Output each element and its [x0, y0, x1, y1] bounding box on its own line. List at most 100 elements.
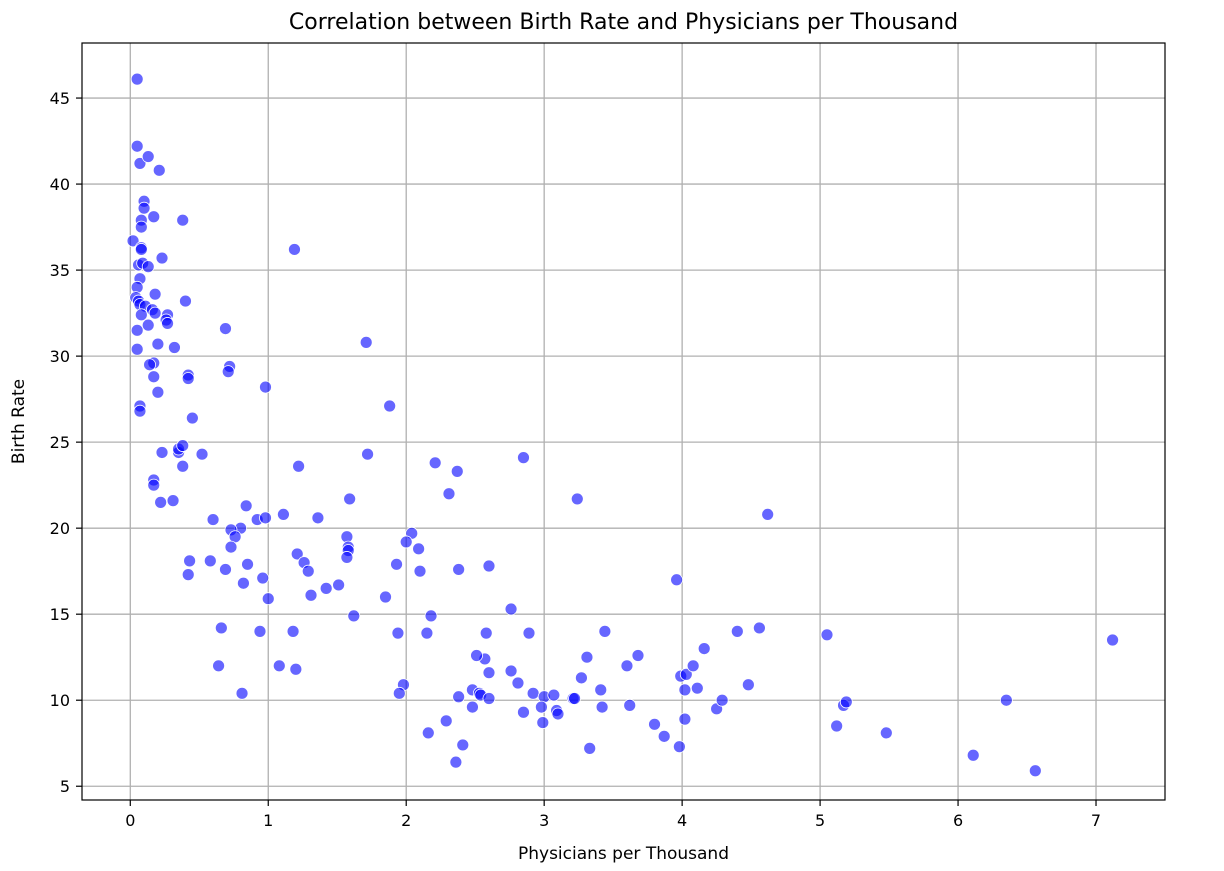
- data-point: [598, 624, 612, 638]
- data-point: [752, 621, 766, 635]
- data-point: [130, 139, 144, 153]
- y-axis-title: Birth Rate: [9, 379, 29, 464]
- data-point: [304, 588, 318, 602]
- data-point: [253, 624, 267, 638]
- x-tick-label: 6: [953, 811, 963, 830]
- data-point: [452, 690, 466, 704]
- data-point: [679, 668, 693, 681]
- data-point: [482, 692, 496, 705]
- x-tick-label: 3: [539, 811, 549, 830]
- data-point: [141, 318, 155, 332]
- data-point: [237, 576, 250, 590]
- data-point: [583, 741, 597, 755]
- data-point: [286, 624, 300, 638]
- data-point: [224, 540, 238, 554]
- y-tick-label: 20: [50, 519, 70, 538]
- data-point: [256, 571, 270, 585]
- data-point: [439, 714, 453, 728]
- data-point: [147, 370, 161, 384]
- data-point: [272, 659, 286, 673]
- x-tick-label: 7: [1091, 811, 1101, 830]
- data-point: [730, 624, 744, 638]
- data-point: [221, 365, 235, 379]
- data-point: [424, 609, 438, 623]
- x-tick-label: 2: [401, 811, 411, 830]
- data-point: [214, 621, 228, 635]
- data-point: [741, 678, 755, 692]
- data-point: [166, 494, 180, 508]
- data-point: [179, 294, 192, 308]
- data-point: [575, 671, 588, 685]
- data-point: [152, 163, 166, 177]
- data-point: [239, 499, 253, 513]
- data-point: [292, 459, 306, 473]
- y-tick-label: 40: [50, 175, 70, 194]
- data-point: [482, 559, 496, 573]
- data-point: [259, 511, 272, 525]
- data-point: [261, 592, 275, 606]
- data-point: [134, 220, 148, 234]
- x-tick-label: 1: [263, 811, 273, 830]
- data-point: [999, 693, 1013, 707]
- data-point: [399, 535, 413, 549]
- x-tick-label: 4: [677, 811, 687, 830]
- data-point: [206, 513, 220, 526]
- data-point: [289, 662, 303, 676]
- data-point: [148, 287, 162, 301]
- data-point: [428, 456, 442, 470]
- data-point: [359, 335, 373, 349]
- data-point: [466, 700, 479, 714]
- data-point: [137, 201, 151, 215]
- data-point: [195, 447, 209, 461]
- y-tick-label: 10: [50, 691, 70, 710]
- data-point: [203, 554, 217, 568]
- x-tick-label: 0: [125, 811, 135, 830]
- data-point: [479, 626, 493, 640]
- data-point: [535, 700, 548, 714]
- data-point: [1028, 764, 1042, 778]
- data-point: [154, 495, 168, 509]
- data-point: [511, 676, 525, 690]
- data-points: [126, 72, 1119, 778]
- data-point: [176, 459, 190, 473]
- data-point: [449, 755, 463, 769]
- data-point: [820, 628, 834, 642]
- data-point: [678, 712, 692, 726]
- data-point: [392, 686, 406, 700]
- data-point: [147, 478, 161, 492]
- data-point: [259, 380, 272, 394]
- data-point: [879, 726, 893, 740]
- data-point: [456, 738, 470, 752]
- data-point: [413, 564, 427, 578]
- data-point: [161, 317, 174, 330]
- data-point: [390, 557, 403, 571]
- data-point: [347, 609, 361, 623]
- grid: [82, 43, 1165, 800]
- data-point: [623, 698, 637, 712]
- data-point: [301, 564, 315, 578]
- data-point: [551, 707, 565, 721]
- data-point: [670, 573, 684, 587]
- data-point: [235, 686, 249, 700]
- data-point: [151, 385, 165, 399]
- data-point: [155, 446, 169, 459]
- data-point: [133, 157, 147, 170]
- data-point: [470, 649, 483, 662]
- y-tick-label: 35: [50, 261, 70, 280]
- data-point: [839, 695, 853, 709]
- data-point: [141, 260, 155, 274]
- data-point: [452, 563, 466, 576]
- data-point: [133, 404, 147, 418]
- data-point: [522, 626, 536, 640]
- data-point: [176, 213, 190, 227]
- data-point: [181, 372, 195, 385]
- data-point: [620, 659, 634, 673]
- data-point: [482, 666, 496, 680]
- data-point: [379, 590, 392, 604]
- data-point: [412, 542, 426, 556]
- data-point: [568, 692, 581, 705]
- data-point: [547, 688, 561, 702]
- data-point: [690, 681, 704, 695]
